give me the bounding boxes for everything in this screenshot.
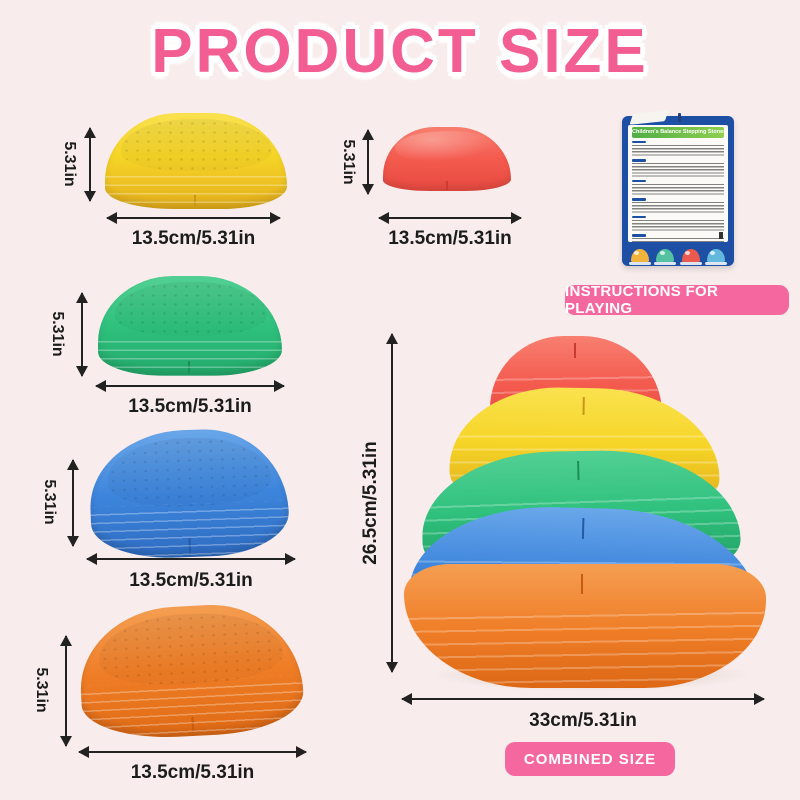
pin-icon [678, 113, 681, 122]
width-arrow-icon [95, 380, 285, 392]
stone-green [98, 276, 282, 376]
stone-blue [87, 426, 291, 561]
stone-notch [194, 194, 197, 208]
stone-dome-yellow-icon [629, 249, 651, 265]
stone-dome-green-icon [654, 249, 677, 265]
brand-mark [719, 232, 723, 239]
stone-red [383, 127, 511, 191]
paper-fold-corner [629, 110, 669, 125]
stone-dome-blue-icon [704, 249, 727, 265]
stone-width-label: 13.5cm/5.31in [388, 228, 512, 249]
instructions-badge: INSTRUCTIONS FOR PLAYING [565, 283, 789, 317]
combined-width-label: 33cm/5.31in [529, 710, 637, 731]
stone-notch [188, 537, 192, 555]
stone-notch [191, 716, 195, 734]
stone-notch [188, 361, 191, 374]
combined-height-label: 26.5cm/5.31in [360, 441, 381, 565]
combined-height-arrow-icon [386, 333, 398, 673]
stone-width-label: 13.5cm/5.31in [129, 570, 253, 591]
stone-width-label: 13.5cm/5.31in [130, 762, 255, 783]
stone-width-label: 13.5cm/5.31in [131, 228, 256, 249]
height-arrow-icon [67, 459, 79, 547]
stone-yellow [105, 113, 287, 209]
stone-notch [581, 573, 584, 594]
page-title: PRODUCT SIZE [151, 17, 649, 86]
combined-width-arrow-icon [401, 693, 765, 705]
stone-height-label: 5.31in [41, 479, 58, 525]
stone-dome-red-icon [679, 249, 702, 265]
instruction-paragraph [632, 179, 724, 196]
stone-height-label: 5.31in [33, 667, 50, 713]
instruction-paragraph [632, 234, 724, 242]
stone-notch [445, 181, 448, 190]
stone-orange [76, 600, 306, 742]
width-arrow-icon [106, 212, 281, 224]
instruction-paragraph [632, 140, 724, 157]
stone-notch [574, 343, 577, 358]
instruction-paragraph [632, 198, 724, 213]
instruction-paper: Children's Balance Stepping Stones [628, 125, 728, 242]
stone-notch [576, 460, 580, 480]
stone-height-label: 5.31in [49, 311, 66, 357]
stone-notch [581, 518, 584, 540]
height-arrow-icon [60, 635, 72, 747]
height-arrow-icon [84, 127, 96, 202]
width-arrow-icon [378, 212, 522, 224]
stone-notch [582, 396, 586, 415]
stone-height-label: 5.31in [340, 139, 357, 185]
width-arrow-icon [86, 553, 296, 565]
instruction-card: Children's Balance Stepping Stones [622, 110, 734, 266]
height-arrow-icon [76, 292, 88, 377]
combined-stack [404, 336, 766, 692]
instruction-paragraph [632, 159, 724, 177]
stone-width-label: 13.5cm/5.31in [128, 396, 252, 417]
stone-icon-row [629, 245, 727, 265]
instruction-card-title: Children's Balance Stepping Stones [632, 127, 724, 138]
stack-layer-orange [404, 564, 766, 688]
stone-height-label: 5.31in [61, 141, 78, 187]
combined-size-badge: COMBINED SIZE [505, 742, 675, 776]
width-arrow-icon [78, 746, 307, 758]
instruction-paragraph [632, 215, 724, 232]
height-arrow-icon [362, 129, 374, 195]
